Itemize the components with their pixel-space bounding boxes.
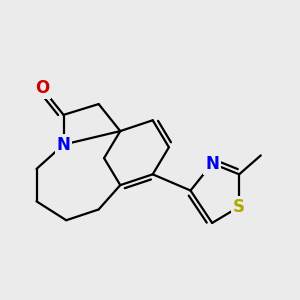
Text: O: O <box>35 79 49 97</box>
Text: N: N <box>57 136 70 154</box>
Text: S: S <box>233 198 245 216</box>
Text: N: N <box>205 154 219 172</box>
